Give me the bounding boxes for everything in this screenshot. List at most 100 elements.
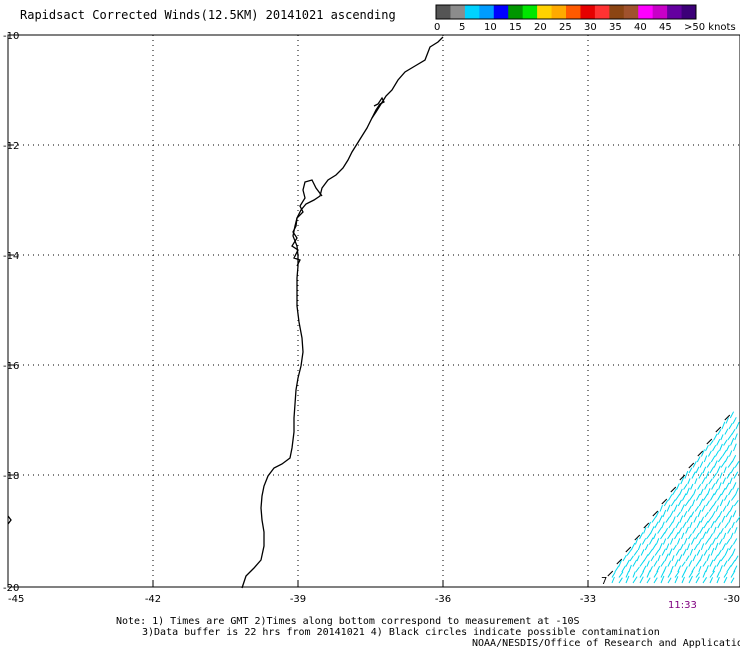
wind-barb (639, 532, 644, 540)
wind-barb (713, 433, 718, 441)
wind-barb (701, 477, 706, 485)
wind-barb (695, 466, 700, 474)
latitude-labels: -10 -12 -14 -16 -18 -20 (3, 31, 19, 594)
colorbar-segment (537, 5, 553, 19)
latitude-label: -16 (3, 361, 19, 372)
wind-barb (727, 433, 733, 441)
wind-barb (695, 493, 701, 501)
longitude-label: -36 (435, 594, 451, 605)
wind-barb (705, 500, 710, 507)
colorbar-label: 30 (584, 22, 597, 33)
wind-barb (726, 500, 731, 507)
wind-barb (674, 571, 680, 578)
wind-barb (711, 537, 717, 545)
wind-barb (723, 560, 728, 567)
wind-barb (650, 555, 655, 562)
wind-barb (721, 421, 726, 430)
wind-barb (719, 565, 723, 573)
wind-barb (709, 559, 714, 567)
wind-barb (730, 494, 736, 501)
swath-edge-marker (706, 438, 713, 445)
wind-barb (706, 527, 710, 534)
swath-edge-marker (607, 570, 614, 577)
colorbar-label: 20 (534, 22, 547, 33)
wind-barb (702, 466, 707, 474)
wind-barb (725, 482, 730, 490)
wind-barb (682, 548, 687, 556)
longitude-label: -39 (290, 594, 306, 605)
wind-barb (732, 510, 737, 518)
wind-barb (715, 505, 719, 512)
wind-barb (686, 543, 691, 551)
wind-barb (633, 549, 639, 556)
wind-barb (673, 504, 678, 512)
colorbar-segment (522, 5, 538, 19)
wind-barb (691, 471, 696, 479)
wind-barb (709, 466, 715, 474)
swath-edge-marker (643, 522, 650, 529)
map-title: Rapidsact Corrected Winds(12.5KM) 201410… (20, 8, 396, 22)
wind-barb (654, 521, 659, 529)
wind-barb (705, 444, 709, 452)
wind-barb (676, 511, 681, 518)
wind-barb (675, 548, 681, 556)
wind-barb (664, 553, 669, 562)
wind-barb (711, 510, 716, 518)
wind-barb (676, 538, 681, 545)
wind-barb (671, 555, 675, 562)
wind-barb (712, 472, 718, 479)
wind-barb (697, 483, 702, 490)
wind-barb (611, 576, 615, 584)
wind-barb (714, 450, 720, 457)
wind-barb (690, 511, 695, 518)
colorbar-segment (609, 5, 625, 19)
wind-barb (732, 538, 738, 545)
wind-barb (713, 554, 719, 562)
wind-barb (729, 504, 734, 512)
wind-barb (668, 548, 673, 556)
colorbar-label: 0 (434, 22, 440, 33)
wind-barb (688, 560, 693, 567)
wind-barb (655, 511, 660, 518)
wind-speed-colorbar-labels: 0 5 10 15 20 25 30 35 40 45 >50 knots (434, 22, 736, 33)
wind-barb (728, 488, 733, 496)
wind-barb (707, 450, 712, 457)
wind-barb (696, 456, 701, 463)
wind-barb (723, 494, 728, 501)
wind-barb (719, 472, 723, 479)
wind-barb (674, 576, 679, 584)
wind-barb (655, 538, 660, 545)
colorbar-label: >50 knots (684, 22, 736, 33)
coast-bay (291, 179, 323, 267)
colorbar-segment (566, 5, 581, 19)
time-label: 11:33 (668, 600, 697, 611)
swath-marker: 7 (601, 576, 607, 587)
wind-barb (665, 516, 671, 523)
wind-barb (729, 477, 733, 485)
wind-barb (722, 505, 727, 512)
colorbar-label: 10 (484, 22, 497, 33)
wind-barb (683, 510, 688, 518)
wind-barb (618, 577, 623, 584)
wind-barb (728, 422, 733, 430)
note-line-1: Note: 1) Times are GMT 2)Times along bot… (116, 616, 580, 627)
wind-barb (706, 554, 710, 562)
wind-barb (690, 537, 696, 545)
wind-barb (711, 483, 716, 490)
wind-barb (696, 549, 701, 556)
wind-barb (646, 532, 652, 540)
wind-barb (702, 531, 707, 540)
wind-barb (653, 570, 659, 578)
colorbar-outline (435, 4, 697, 20)
wind-barb (654, 549, 660, 556)
latitude-label: -20 (3, 583, 19, 594)
wind-barb (730, 532, 734, 540)
wind-barb (680, 504, 685, 512)
colorbar-segment (594, 5, 610, 19)
wind-barb (735, 516, 740, 523)
colorbar-segment (623, 5, 639, 19)
colorbar-label: 25 (559, 22, 572, 33)
wind-barb (677, 565, 682, 573)
colorbar-label: 5 (459, 22, 465, 33)
